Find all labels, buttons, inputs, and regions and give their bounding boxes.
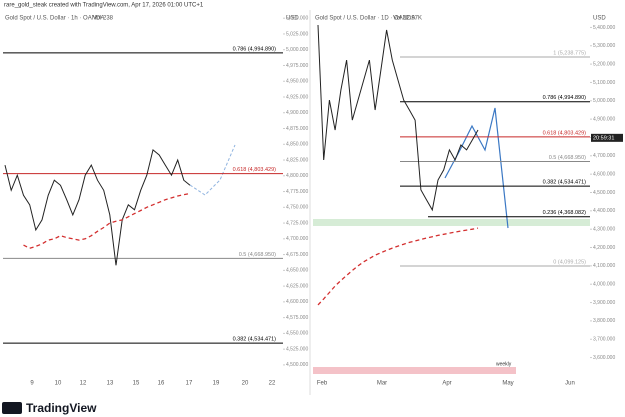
y-tick-label: 5,025.000: [286, 31, 308, 37]
y-tick-label: 5,000.000: [286, 47, 308, 53]
y-tick-label: 4,300.000: [593, 227, 615, 233]
logo: TradingView: [26, 401, 97, 415]
fib-label: 0.5 (4,668.950): [549, 155, 586, 161]
y-tick-label: 4,500.000: [286, 362, 308, 368]
y-tick-label: 3,700.000: [593, 337, 615, 343]
badge: 20:59:31: [593, 135, 614, 141]
x-tick-label: 22: [269, 381, 276, 387]
y-tick-label: 4,650.000: [286, 268, 308, 274]
y-tick-label: 4,700.000: [593, 153, 615, 159]
y-tick-label: 4,550.000: [286, 331, 308, 337]
price-line: [4, 149, 191, 266]
x-tick-label: Apr: [442, 381, 451, 387]
y-tick-label: 3,900.000: [593, 300, 615, 306]
volume: Vol 238: [93, 16, 114, 22]
panel-title: Gold Spot / U.S. Dollar · 1h · OANDA: [5, 16, 104, 22]
y-tick-label: 5,400.000: [593, 25, 615, 31]
y-tick-label: 3,800.000: [593, 318, 615, 324]
y-tick-label: 4,800.000: [286, 173, 308, 179]
zone-weekly: [313, 367, 516, 374]
y-tick-label: 4,725.000: [286, 220, 308, 226]
y-tick-label: 4,100.000: [593, 263, 615, 269]
y-tick-label: 4,825.000: [286, 157, 308, 163]
y-tick-label: 4,400.000: [593, 208, 615, 214]
badge-bg: [591, 133, 623, 142]
volume: Vol 22.97K: [393, 16, 422, 22]
y-tick-label: 4,625.000: [286, 283, 308, 289]
logo-icon: [2, 402, 22, 414]
y-tick-label: 4,525.000: [286, 346, 308, 352]
y-tick-label: 4,875.000: [286, 126, 308, 132]
x-tick-label: Mar: [377, 381, 387, 387]
fib-label: 0.618 (4,803.429): [233, 167, 277, 173]
x-tick-label: 15: [133, 381, 140, 387]
x-tick-label: May: [502, 381, 513, 387]
projection: [189, 144, 236, 196]
zone-green: [313, 219, 590, 226]
x-tick-label: Jun: [565, 381, 575, 387]
fib-label: 0.236 (4,368.082): [543, 210, 587, 216]
y-tick-label: 3,600.000: [593, 355, 615, 361]
moving-average: [23, 192, 191, 249]
y-tick-label: 4,600.000: [593, 171, 615, 177]
currency: USD: [286, 16, 299, 22]
y-tick-label: 4,750.000: [286, 205, 308, 211]
y-tick-label: 4,775.000: [286, 189, 308, 195]
fib-label: 0.5 (4,668.950): [239, 252, 276, 258]
y-tick-label: 5,200.000: [593, 61, 615, 67]
price-line: [317, 24, 479, 212]
y-tick-label: 4,900.000: [593, 116, 615, 122]
x-tick-label: 13: [107, 381, 114, 387]
fib-label: 0.786 (4,994.890): [543, 95, 587, 101]
fib-label: 0.382 (4,534.471): [543, 180, 587, 186]
y-tick-label: 4,675.000: [286, 252, 308, 258]
header: rare_gold_steak created with TradingView…: [4, 3, 204, 9]
y-tick-label: 4,950.000: [286, 79, 308, 85]
fib-label: 0 (4,099.125): [553, 259, 586, 265]
x-tick-label: 10: [55, 381, 62, 387]
y-tick-label: 4,000.000: [593, 282, 615, 288]
y-tick-label: 4,900.000: [286, 110, 308, 116]
y-tick-label: 4,700.000: [286, 236, 308, 242]
y-tick-label: 4,925.000: [286, 94, 308, 100]
y-tick-label: 4,600.000: [286, 299, 308, 305]
x-tick-label: 12: [80, 381, 87, 387]
zone-label: weekly: [496, 361, 512, 367]
currency: USD: [593, 16, 606, 22]
panel-title: Gold Spot / U.S. Dollar · 1D · OANDA: [315, 16, 415, 22]
y-tick-label: 4,575.000: [286, 315, 308, 321]
x-tick-label: 17: [186, 381, 193, 387]
x-tick-label: 16: [158, 381, 165, 387]
y-tick-label: 5,100.000: [593, 80, 615, 86]
x-tick-label: 19: [213, 381, 220, 387]
x-tick-label: 20: [242, 381, 249, 387]
fib-label: 1 (5,238.775): [553, 50, 586, 56]
fib-label: 0.618 (4,803.429): [543, 130, 587, 136]
moving-average: [317, 227, 479, 306]
x-tick-label: 9: [30, 381, 34, 387]
y-tick-label: 5,300.000: [593, 43, 615, 49]
x-tick-label: Feb: [317, 381, 328, 387]
fib-label: 0.786 (4,994.890): [233, 46, 277, 52]
y-tick-label: 5,000.000: [593, 98, 615, 104]
y-tick-label: 4,850.000: [286, 142, 308, 148]
y-tick-label: 4,975.000: [286, 63, 308, 69]
y-tick-label: 4,200.000: [593, 245, 615, 251]
y-tick-label: 4,500.000: [593, 190, 615, 196]
y-tick-label: 5,050.000: [286, 16, 308, 22]
fib-label: 0.382 (4,534.471): [233, 337, 277, 343]
